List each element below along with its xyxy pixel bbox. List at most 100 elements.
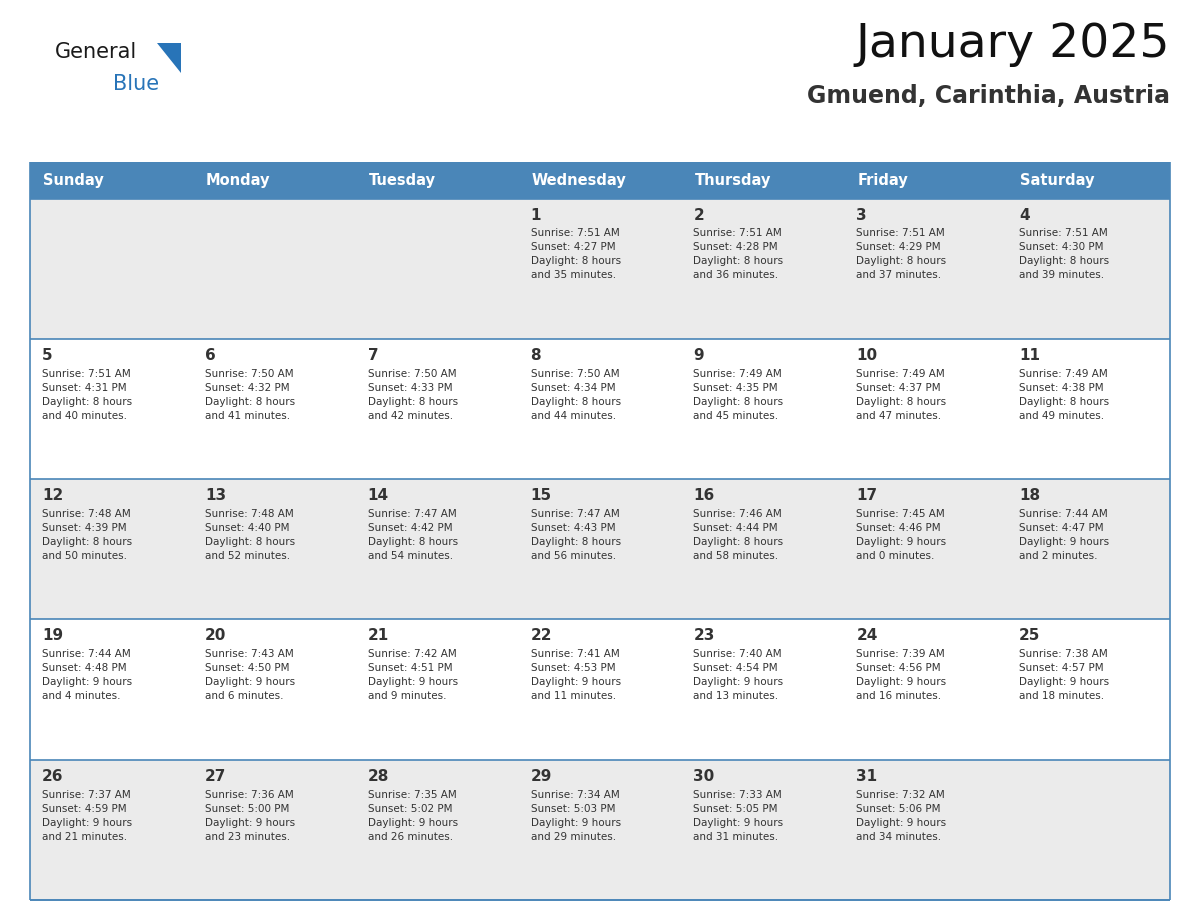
- Text: 4: 4: [1019, 207, 1030, 222]
- Text: 9: 9: [694, 348, 704, 363]
- Bar: [682, 479, 845, 620]
- Text: 25: 25: [1019, 629, 1041, 644]
- Bar: [192, 339, 355, 479]
- Bar: [845, 339, 1007, 479]
- Bar: [519, 339, 682, 479]
- Text: Sunrise: 7:47 AM
Sunset: 4:43 PM
Daylight: 8 hours
and 56 minutes.: Sunrise: 7:47 AM Sunset: 4:43 PM Dayligh…: [531, 509, 620, 561]
- Bar: [682, 339, 845, 479]
- Text: Tuesday: Tuesday: [368, 173, 436, 188]
- Text: 17: 17: [857, 488, 878, 503]
- Bar: [30, 620, 192, 760]
- Text: Sunrise: 7:51 AM
Sunset: 4:31 PM
Daylight: 8 hours
and 40 minutes.: Sunrise: 7:51 AM Sunset: 4:31 PM Dayligh…: [42, 369, 132, 420]
- Text: Wednesday: Wednesday: [531, 173, 626, 188]
- Text: 8: 8: [531, 348, 542, 363]
- Text: 3: 3: [857, 207, 867, 222]
- Text: 11: 11: [1019, 348, 1041, 363]
- Bar: [845, 162, 1007, 198]
- Bar: [682, 162, 845, 198]
- Text: Sunrise: 7:51 AM
Sunset: 4:30 PM
Daylight: 8 hours
and 39 minutes.: Sunrise: 7:51 AM Sunset: 4:30 PM Dayligh…: [1019, 229, 1110, 281]
- Text: 7: 7: [368, 348, 378, 363]
- Text: Sunrise: 7:41 AM
Sunset: 4:53 PM
Daylight: 9 hours
and 11 minutes.: Sunrise: 7:41 AM Sunset: 4:53 PM Dayligh…: [531, 649, 620, 701]
- Text: 26: 26: [42, 768, 63, 784]
- Bar: [192, 479, 355, 620]
- Bar: [682, 198, 845, 339]
- Text: Sunrise: 7:50 AM
Sunset: 4:32 PM
Daylight: 8 hours
and 41 minutes.: Sunrise: 7:50 AM Sunset: 4:32 PM Dayligh…: [204, 369, 295, 420]
- Text: 22: 22: [531, 629, 552, 644]
- Text: Sunrise: 7:50 AM
Sunset: 4:34 PM
Daylight: 8 hours
and 44 minutes.: Sunrise: 7:50 AM Sunset: 4:34 PM Dayligh…: [531, 369, 620, 420]
- Text: Sunrise: 7:40 AM
Sunset: 4:54 PM
Daylight: 9 hours
and 13 minutes.: Sunrise: 7:40 AM Sunset: 4:54 PM Dayligh…: [694, 649, 784, 701]
- Text: 16: 16: [694, 488, 715, 503]
- Text: 29: 29: [531, 768, 552, 784]
- Text: 10: 10: [857, 348, 878, 363]
- Bar: [355, 162, 519, 198]
- Text: 6: 6: [204, 348, 215, 363]
- Text: Sunrise: 7:48 AM
Sunset: 4:39 PM
Daylight: 8 hours
and 50 minutes.: Sunrise: 7:48 AM Sunset: 4:39 PM Dayligh…: [42, 509, 132, 561]
- Text: 23: 23: [694, 629, 715, 644]
- Text: Blue: Blue: [113, 74, 159, 94]
- Text: Sunrise: 7:32 AM
Sunset: 5:06 PM
Daylight: 9 hours
and 34 minutes.: Sunrise: 7:32 AM Sunset: 5:06 PM Dayligh…: [857, 789, 947, 842]
- Bar: [845, 760, 1007, 900]
- Text: 19: 19: [42, 629, 63, 644]
- Text: Sunrise: 7:47 AM
Sunset: 4:42 PM
Daylight: 8 hours
and 54 minutes.: Sunrise: 7:47 AM Sunset: 4:42 PM Dayligh…: [368, 509, 457, 561]
- Bar: [519, 620, 682, 760]
- Bar: [355, 339, 519, 479]
- Bar: [1007, 760, 1170, 900]
- Bar: [355, 198, 519, 339]
- Text: Sunrise: 7:33 AM
Sunset: 5:05 PM
Daylight: 9 hours
and 31 minutes.: Sunrise: 7:33 AM Sunset: 5:05 PM Dayligh…: [694, 789, 784, 842]
- Text: Saturday: Saturday: [1020, 173, 1094, 188]
- Text: Sunrise: 7:37 AM
Sunset: 4:59 PM
Daylight: 9 hours
and 21 minutes.: Sunrise: 7:37 AM Sunset: 4:59 PM Dayligh…: [42, 789, 132, 842]
- Bar: [355, 620, 519, 760]
- Bar: [1007, 162, 1170, 198]
- Bar: [30, 760, 192, 900]
- Bar: [192, 760, 355, 900]
- Bar: [355, 760, 519, 900]
- Bar: [30, 479, 192, 620]
- Text: 14: 14: [368, 488, 388, 503]
- Text: Sunrise: 7:35 AM
Sunset: 5:02 PM
Daylight: 9 hours
and 26 minutes.: Sunrise: 7:35 AM Sunset: 5:02 PM Dayligh…: [368, 789, 457, 842]
- Bar: [1007, 198, 1170, 339]
- Text: Sunrise: 7:46 AM
Sunset: 4:44 PM
Daylight: 8 hours
and 58 minutes.: Sunrise: 7:46 AM Sunset: 4:44 PM Dayligh…: [694, 509, 784, 561]
- Bar: [682, 620, 845, 760]
- Text: 5: 5: [42, 348, 52, 363]
- Text: 24: 24: [857, 629, 878, 644]
- Text: Sunrise: 7:43 AM
Sunset: 4:50 PM
Daylight: 9 hours
and 6 minutes.: Sunrise: 7:43 AM Sunset: 4:50 PM Dayligh…: [204, 649, 295, 701]
- Bar: [519, 198, 682, 339]
- Text: 31: 31: [857, 768, 878, 784]
- Bar: [845, 479, 1007, 620]
- Bar: [192, 620, 355, 760]
- Text: 15: 15: [531, 488, 551, 503]
- Text: Sunrise: 7:44 AM
Sunset: 4:48 PM
Daylight: 9 hours
and 4 minutes.: Sunrise: 7:44 AM Sunset: 4:48 PM Dayligh…: [42, 649, 132, 701]
- Text: 13: 13: [204, 488, 226, 503]
- Text: 27: 27: [204, 768, 226, 784]
- Bar: [30, 198, 192, 339]
- Text: Sunrise: 7:51 AM
Sunset: 4:29 PM
Daylight: 8 hours
and 37 minutes.: Sunrise: 7:51 AM Sunset: 4:29 PM Dayligh…: [857, 229, 947, 281]
- Text: 30: 30: [694, 768, 715, 784]
- Text: Monday: Monday: [206, 173, 271, 188]
- Bar: [519, 479, 682, 620]
- Text: Sunrise: 7:38 AM
Sunset: 4:57 PM
Daylight: 9 hours
and 18 minutes.: Sunrise: 7:38 AM Sunset: 4:57 PM Dayligh…: [1019, 649, 1110, 701]
- Text: Sunrise: 7:50 AM
Sunset: 4:33 PM
Daylight: 8 hours
and 42 minutes.: Sunrise: 7:50 AM Sunset: 4:33 PM Dayligh…: [368, 369, 457, 420]
- Text: Sunrise: 7:34 AM
Sunset: 5:03 PM
Daylight: 9 hours
and 29 minutes.: Sunrise: 7:34 AM Sunset: 5:03 PM Dayligh…: [531, 789, 620, 842]
- Text: Sunrise: 7:45 AM
Sunset: 4:46 PM
Daylight: 9 hours
and 0 minutes.: Sunrise: 7:45 AM Sunset: 4:46 PM Dayligh…: [857, 509, 947, 561]
- Text: 21: 21: [368, 629, 388, 644]
- Bar: [1007, 339, 1170, 479]
- Text: General: General: [55, 42, 138, 62]
- Bar: [1007, 620, 1170, 760]
- Text: Sunrise: 7:49 AM
Sunset: 4:38 PM
Daylight: 8 hours
and 49 minutes.: Sunrise: 7:49 AM Sunset: 4:38 PM Dayligh…: [1019, 369, 1110, 420]
- Text: 18: 18: [1019, 488, 1041, 503]
- Text: Sunrise: 7:39 AM
Sunset: 4:56 PM
Daylight: 9 hours
and 16 minutes.: Sunrise: 7:39 AM Sunset: 4:56 PM Dayligh…: [857, 649, 947, 701]
- Bar: [30, 162, 192, 198]
- Text: Sunrise: 7:44 AM
Sunset: 4:47 PM
Daylight: 9 hours
and 2 minutes.: Sunrise: 7:44 AM Sunset: 4:47 PM Dayligh…: [1019, 509, 1110, 561]
- Bar: [845, 620, 1007, 760]
- Text: January 2025: January 2025: [855, 22, 1170, 67]
- Text: Sunrise: 7:51 AM
Sunset: 4:28 PM
Daylight: 8 hours
and 36 minutes.: Sunrise: 7:51 AM Sunset: 4:28 PM Dayligh…: [694, 229, 784, 281]
- Text: 12: 12: [42, 488, 63, 503]
- Text: 2: 2: [694, 207, 704, 222]
- Text: Sunrise: 7:49 AM
Sunset: 4:35 PM
Daylight: 8 hours
and 45 minutes.: Sunrise: 7:49 AM Sunset: 4:35 PM Dayligh…: [694, 369, 784, 420]
- Bar: [30, 339, 192, 479]
- Bar: [682, 760, 845, 900]
- Text: Sunrise: 7:49 AM
Sunset: 4:37 PM
Daylight: 8 hours
and 47 minutes.: Sunrise: 7:49 AM Sunset: 4:37 PM Dayligh…: [857, 369, 947, 420]
- Bar: [192, 162, 355, 198]
- Text: Thursday: Thursday: [695, 173, 771, 188]
- Text: Sunday: Sunday: [43, 173, 103, 188]
